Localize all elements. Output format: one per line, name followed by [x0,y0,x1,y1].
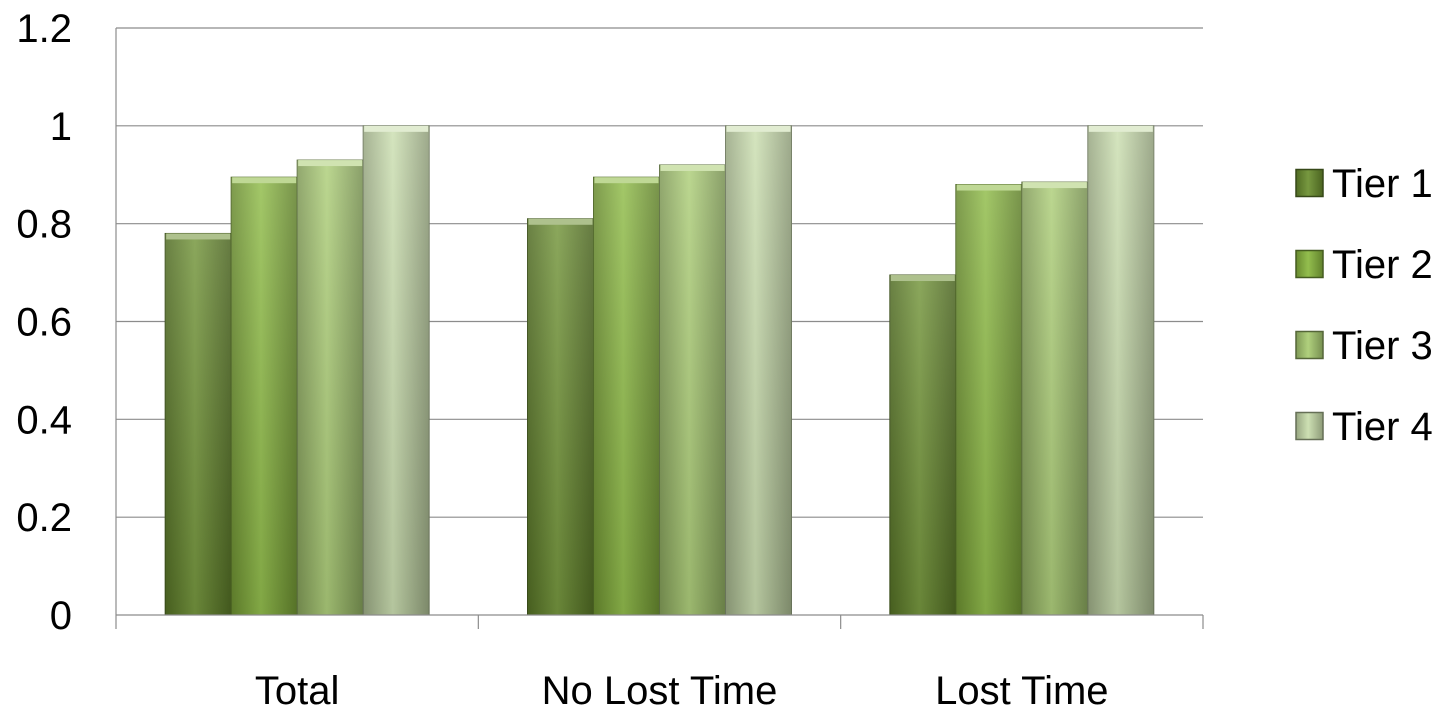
bar-shade [1021,182,1088,615]
bar-cap [232,177,297,184]
x-category-label: No Lost Time [542,669,778,707]
bar [296,159,364,616]
bar-shade [659,164,726,615]
legend-label: Tier 4 [1332,405,1433,449]
legend-label: Tier 3 [1332,324,1433,368]
legend-swatch [1295,330,1324,360]
bars [164,125,1155,616]
x-category-label: Lost Time [935,669,1108,707]
y-tick-label: 0.8 [16,203,72,247]
bar [955,184,1023,616]
bar-shade [231,177,298,615]
bar-cap [1022,182,1087,189]
legend-item: Tier 2 [1295,243,1433,287]
legend-swatch [1295,168,1324,198]
legend-label: Tier 1 [1332,162,1433,206]
bar-shade [955,184,1022,616]
legend-item: Tier 3 [1295,324,1433,368]
bar-cap [364,125,429,132]
bar-shade [593,177,660,615]
bar-cap [166,233,231,240]
y-tick-label: 0.2 [16,496,72,540]
bar-shade [297,160,364,615]
bar [230,176,298,616]
bar [1087,125,1155,616]
bar [593,176,660,616]
bar-cap [528,218,593,225]
y-tick-label: 0.4 [16,398,72,442]
bar [164,232,232,616]
bar-shade [527,218,594,615]
bar-shade [889,275,956,615]
x-category-label: Total [255,669,340,707]
bar [659,164,726,616]
legend-swatch [1295,249,1324,279]
legend-item: Tier 1 [1295,162,1433,206]
bar-cap [594,177,659,184]
bar-shade [363,125,430,615]
bar-cap [890,275,955,282]
legend-label: Tier 2 [1332,243,1433,287]
legend: Tier 1 Tier 2 Tier 3 Tier 4 [1295,162,1433,449]
y-tick-label: 0 [50,594,72,638]
bar-cap [1088,125,1153,132]
bar-shade [1087,125,1154,615]
bar-cap [956,184,1021,191]
bar-cap [298,160,363,167]
bar [527,218,594,616]
bar [889,274,957,616]
bar-shade [725,125,792,615]
y-tick-label: 0.6 [16,301,72,345]
axes [115,28,1204,629]
bar-cap [726,125,791,132]
legend-item: Tier 4 [1295,405,1433,449]
x-category-labels: Total No Lost Time Lost Time [255,669,1109,712]
bar-shade [165,233,232,615]
y-tick-label: 1 [50,105,72,149]
legend-swatch [1295,411,1324,441]
bar [725,125,792,616]
bar [1021,181,1089,616]
bar [362,125,430,616]
y-tick-labels: 0 0.2 0.4 0.6 0.8 1 1.2 [16,7,72,638]
bar-cap [660,164,725,171]
y-tick-label: 1.2 [16,7,72,51]
